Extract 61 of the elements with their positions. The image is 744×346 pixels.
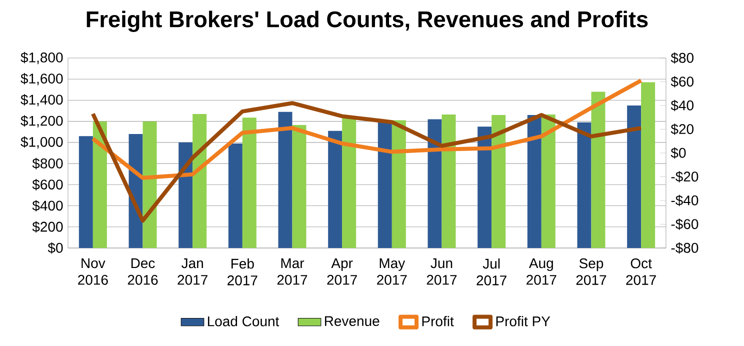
x-tick-label: Nov 2016 — [78, 258, 108, 285]
bar — [428, 119, 442, 248]
y-tick-label: $800 — [32, 158, 63, 170]
bar — [342, 118, 356, 248]
bar — [142, 121, 157, 248]
bar — [192, 114, 207, 248]
bar — [591, 92, 606, 248]
x-tick-label: Apr 2017 — [327, 258, 357, 285]
legend-label: Revenue — [324, 316, 380, 326]
y-tick-label: $1,600 — [20, 73, 63, 86]
y-tick-label: $0 — [48, 242, 63, 254]
y2-tick-label: $60 — [670, 76, 694, 88]
x-tick-label: Dec 2016 — [128, 258, 158, 285]
bar — [442, 114, 456, 248]
line-series — [90, 101, 644, 223]
y2-tick-label: $0 — [670, 147, 686, 159]
y2-tick-label: -$80 — [671, 242, 698, 254]
chart-title: Freight Brokers' Load Counts, Revenues and Profits — [86, 10, 648, 32]
y2-tick-label: -$60 — [671, 218, 698, 230]
x-tick-label: Sep 2017 — [576, 258, 606, 285]
legend-label: Profit — [422, 316, 454, 326]
bar — [641, 82, 656, 248]
x-tick-label: Jan 2017 — [178, 258, 208, 285]
bar — [92, 121, 107, 248]
y2-tick-label: -$20 — [671, 171, 698, 182]
y-tick-label: $1,200 — [20, 115, 63, 128]
x-tick-label: Oct 2017 — [626, 258, 656, 285]
y-tick-label: $1,000 — [20, 136, 63, 149]
bar — [392, 120, 406, 248]
legend-label: Profit PY — [496, 316, 550, 326]
legend-label: Load Count — [208, 316, 280, 326]
bar — [278, 112, 292, 248]
x-tick-label: Aug 2017 — [526, 258, 556, 285]
bar — [292, 125, 306, 248]
x-tick-label: Mar 2017 — [277, 258, 308, 285]
y-tick-label: $600 — [32, 179, 63, 190]
y-tick-label: $1,400 — [20, 94, 63, 106]
line-series — [90, 78, 644, 180]
bar — [527, 114, 542, 248]
y2-tick-label: $40 — [670, 100, 694, 112]
x-tick-label: May 2017 — [377, 258, 407, 285]
bar — [541, 114, 556, 248]
bar — [242, 118, 256, 248]
bar — [577, 122, 592, 248]
x-tick-label: Jul 2017 — [476, 258, 506, 286]
bar — [228, 143, 242, 248]
bar — [627, 105, 642, 248]
x-tick-label: Feb 2017 — [228, 258, 258, 286]
bar — [492, 114, 506, 248]
y-tick-label: $400 — [32, 200, 63, 212]
bar — [178, 142, 193, 248]
y2-tick-label: -$40 — [671, 194, 698, 206]
bar — [478, 126, 492, 248]
bar — [78, 136, 93, 248]
bar — [378, 121, 392, 248]
y-tick-label: $1,800 — [20, 52, 63, 64]
y2-tick-label: $80 — [670, 52, 694, 64]
bar — [328, 130, 342, 248]
y-tick-label: $200 — [32, 221, 63, 233]
y2-tick-label: $20 — [670, 124, 694, 135]
x-tick-label: Jun 2017 — [426, 258, 457, 285]
